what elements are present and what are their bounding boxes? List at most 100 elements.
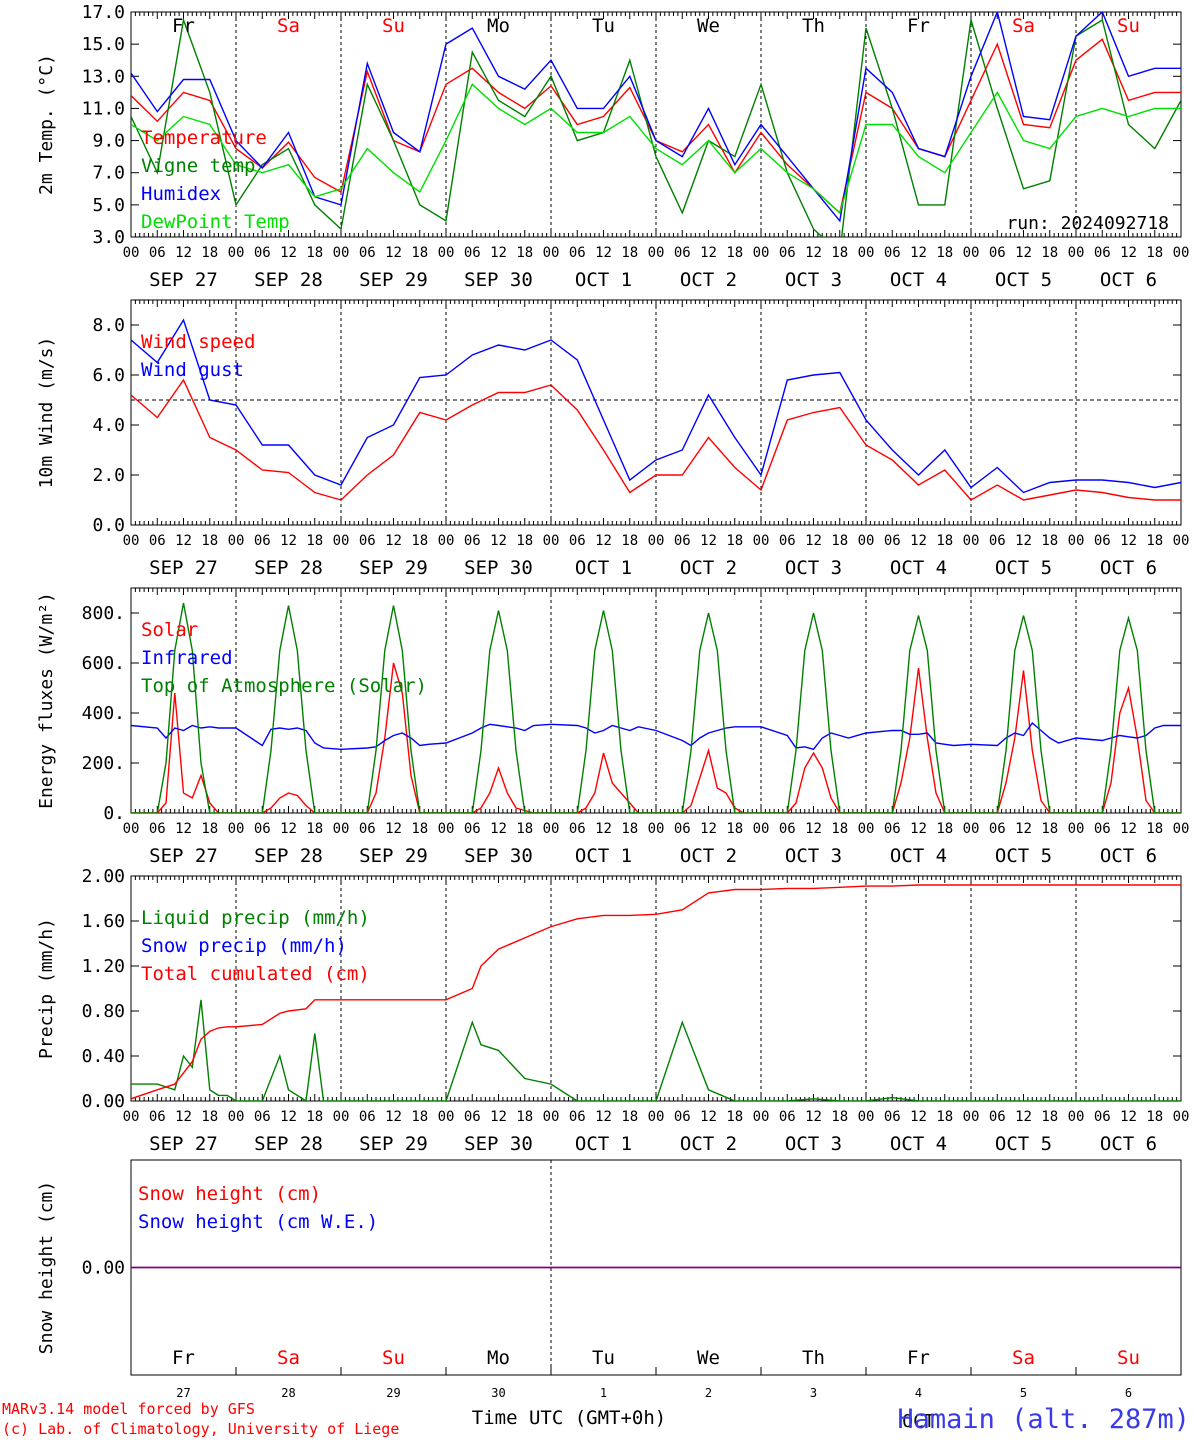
hour-tick-label: 18 (936, 533, 953, 549)
hour-tick-label: 18 (201, 821, 218, 837)
hour-tick-label: 00 (123, 245, 140, 261)
plot-frame (130, 299, 1182, 526)
hour-tick-label: 00 (543, 1109, 560, 1125)
hour-tick-label: 06 (149, 1109, 166, 1125)
hour-tick-label: 12 (805, 1109, 822, 1125)
hour-tick-label: 06 (1094, 1109, 1111, 1125)
hour-tick-label: 18 (411, 1109, 428, 1125)
hour-tick-label: 18 (621, 533, 638, 549)
panel-energy: 0. 200. 400. 600. 800. Energy fluxes (W/m²) So… (36, 587, 1189, 867)
y-tick-label: 0.40 (82, 1046, 125, 1067)
legend-entry: Snow height (cm) (138, 1183, 321, 1205)
hour-tick-label: 00 (438, 1109, 455, 1125)
y-tick-label: 6.0 (92, 365, 125, 386)
hour-tick-label: 12 (280, 245, 297, 261)
y-tick-label: 17.0 (82, 2, 125, 23)
date-label: OCT 1 (575, 1133, 632, 1155)
hour-tick-label: 18 (936, 245, 953, 261)
y-tick-label: 0.0 (92, 515, 125, 536)
hour-tick-label: 06 (884, 533, 901, 549)
hour-tick-label: 00 (1173, 533, 1190, 549)
x-axis-title: Time UTC (GMT+0h) (472, 1407, 666, 1429)
hour-tick-label: 12 (490, 245, 507, 261)
hour-tick-label: 00 (858, 533, 875, 549)
hour-tick-label: 00 (858, 821, 875, 837)
y-tick-label: 4.0 (92, 415, 125, 436)
hour-tick-label: 06 (464, 1109, 481, 1125)
hour-tick-label: 06 (359, 245, 376, 261)
date-label: SEP 28 (254, 557, 323, 579)
hour-tick-label: 12 (910, 821, 927, 837)
hour-tick-label: 18 (201, 245, 218, 261)
hour-tick-label: 06 (254, 533, 271, 549)
hour-tick-label: 12 (1015, 245, 1032, 261)
hour-tick-label: 00 (123, 821, 140, 837)
y-tick-label: 13.0 (82, 66, 125, 87)
hour-tick-label: 18 (1041, 533, 1058, 549)
series-line-solar (131, 662, 1181, 813)
hour-tick-label: 18 (306, 533, 323, 549)
station-name: Hamain (alt. 287m) (897, 1404, 1190, 1435)
hour-tick-label: 06 (569, 1109, 586, 1125)
hour-tick-label: 18 (831, 533, 848, 549)
y-tick-label: 8.0 (92, 315, 125, 336)
legend-entry: Liquid precip (mm/h) (141, 907, 370, 929)
legend-entry: Top of Atmosphere (Solar) (141, 675, 427, 697)
series-line-dewpoint-temp (131, 83, 1181, 215)
y-tick-label: 200. (82, 753, 125, 774)
hour-tick-label: 06 (149, 533, 166, 549)
hour-tick-label: 00 (543, 533, 560, 549)
date-label: OCT 1 (575, 845, 632, 867)
y-tick-label: 1.60 (82, 911, 125, 932)
hour-tick-label: 06 (989, 1109, 1006, 1125)
hour-tick-label: 12 (280, 533, 297, 549)
hour-tick-label: 12 (805, 821, 822, 837)
hour-tick-label: 00 (1068, 533, 1085, 549)
y-tick-label: 3.0 (92, 227, 125, 248)
hour-tick-label: 00 (858, 1109, 875, 1125)
hour-tick-label: 18 (726, 1109, 743, 1125)
day-number-label: 1 (600, 1386, 607, 1400)
hour-tick-label: 18 (726, 533, 743, 549)
date-label: OCT 4 (890, 1133, 947, 1155)
hour-tick-label: 00 (333, 821, 350, 837)
hour-tick-label: 06 (1094, 821, 1111, 837)
legend-entry: Humidex (141, 183, 221, 205)
day-number-label: 2 (705, 1386, 712, 1400)
date-label: OCT 5 (995, 557, 1052, 579)
hour-tick-label: 06 (464, 245, 481, 261)
model-credit: MARv3.14 model forced by GFS (2, 1400, 255, 1418)
hour-tick-label: 06 (254, 821, 271, 837)
date-label: OCT 3 (785, 269, 842, 291)
y-tick-label: 11.0 (82, 98, 125, 119)
date-label: OCT 6 (1100, 845, 1157, 867)
hour-tick-label: 12 (385, 245, 402, 261)
weekday-label: Su (1117, 1347, 1140, 1369)
hour-tick-label: 06 (989, 533, 1006, 549)
hour-tick-label: 00 (963, 533, 980, 549)
y-axis-label: Energy fluxes (W/m²) (36, 592, 57, 809)
hour-tick-label: 00 (648, 821, 665, 837)
y-tick-label: 800. (82, 603, 125, 624)
hour-tick-label: 12 (280, 1109, 297, 1125)
hour-tick-label: 06 (569, 245, 586, 261)
hour-tick-label: 06 (884, 821, 901, 837)
hour-tick-label: 12 (595, 245, 612, 261)
panel-precip: 0.00 0.40 0.80 1.20 1.60 2.00 Precip (mm/h) Liq… (36, 866, 1189, 1155)
hour-tick-label: 00 (228, 245, 245, 261)
weekday-label: Su (382, 15, 405, 37)
hour-tick-label: 06 (884, 245, 901, 261)
hour-tick-label: 00 (228, 533, 245, 549)
hour-tick-label: 00 (1173, 245, 1190, 261)
date-label: SEP 29 (359, 1133, 428, 1155)
weekday-label: Sa (277, 1347, 300, 1369)
date-label: OCT 3 (785, 845, 842, 867)
hour-tick-label: 12 (595, 821, 612, 837)
date-label: SEP 29 (359, 269, 428, 291)
hour-tick-label: 00 (963, 821, 980, 837)
hour-tick-label: 12 (700, 821, 717, 837)
date-label: SEP 28 (254, 269, 323, 291)
hour-tick-label: 18 (621, 245, 638, 261)
date-label: SEP 27 (149, 557, 218, 579)
hour-tick-label: 06 (254, 245, 271, 261)
